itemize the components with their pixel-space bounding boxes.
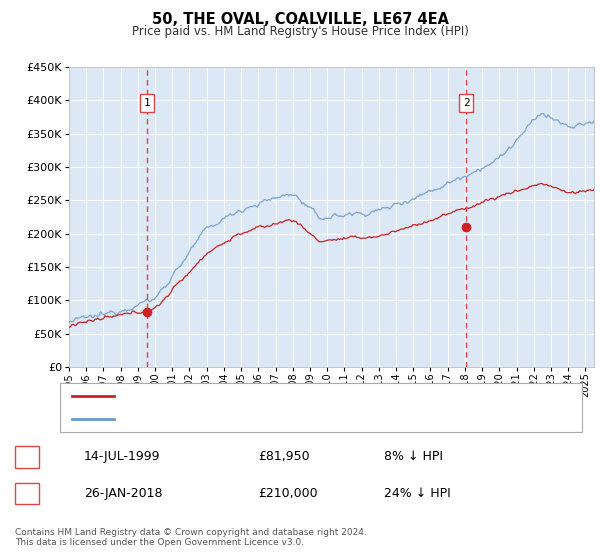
Text: 26-JAN-2018: 26-JAN-2018 <box>84 487 163 500</box>
Text: 2: 2 <box>463 98 469 108</box>
Text: Price paid vs. HM Land Registry's House Price Index (HPI): Price paid vs. HM Land Registry's House … <box>131 25 469 38</box>
Text: 14-JUL-1999: 14-JUL-1999 <box>84 450 161 464</box>
Text: £81,950: £81,950 <box>258 450 310 464</box>
Text: 2: 2 <box>23 488 31 498</box>
Text: 50, THE OVAL, COALVILLE, LE67 4EA (detached house): 50, THE OVAL, COALVILLE, LE67 4EA (detac… <box>123 391 427 402</box>
Text: 50, THE OVAL, COALVILLE, LE67 4EA: 50, THE OVAL, COALVILLE, LE67 4EA <box>151 12 449 27</box>
Text: 8% ↓ HPI: 8% ↓ HPI <box>384 450 443 464</box>
Text: £210,000: £210,000 <box>258 487 317 500</box>
Text: 24% ↓ HPI: 24% ↓ HPI <box>384 487 451 500</box>
Text: 1: 1 <box>23 452 31 462</box>
Text: Contains HM Land Registry data © Crown copyright and database right 2024.
This d: Contains HM Land Registry data © Crown c… <box>15 528 367 547</box>
Text: 1: 1 <box>144 98 151 108</box>
Text: HPI: Average price, detached house, North West Leicestershire: HPI: Average price, detached house, Nort… <box>123 414 473 424</box>
